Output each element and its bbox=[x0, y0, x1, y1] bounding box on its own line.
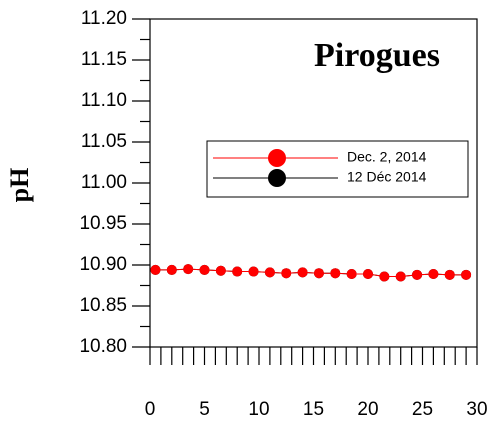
data-point bbox=[412, 269, 423, 280]
x-tick-label: 25 bbox=[412, 399, 433, 420]
data-point bbox=[346, 269, 357, 280]
y-tick-label: 10.90 bbox=[79, 254, 127, 275]
y-tick-label: 11.20 bbox=[81, 8, 127, 29]
x-tick-label: 5 bbox=[199, 399, 210, 420]
data-point bbox=[379, 271, 390, 282]
legend-marker bbox=[268, 169, 286, 187]
y-tick-label: 11.05 bbox=[81, 131, 127, 152]
data-point bbox=[232, 266, 243, 277]
data-point bbox=[150, 264, 161, 275]
data-point bbox=[330, 268, 341, 279]
data-point bbox=[248, 266, 259, 277]
y-axis-label: pH bbox=[5, 168, 34, 203]
chart-title: Pirogues bbox=[314, 37, 440, 74]
data-point bbox=[297, 267, 308, 278]
x-tick-label: 0 bbox=[145, 399, 156, 420]
y-tick-label: 10.80 bbox=[79, 336, 127, 357]
data-point bbox=[199, 264, 210, 275]
y-tick-label: 10.95 bbox=[79, 213, 127, 234]
data-point bbox=[428, 269, 439, 280]
x-tick-label: 30 bbox=[466, 399, 487, 420]
x-tick-label: 20 bbox=[357, 399, 378, 420]
data-point bbox=[313, 268, 324, 279]
x-tick-label: 10 bbox=[248, 399, 269, 420]
legend-label: Dec. 2, 2014 bbox=[347, 149, 427, 165]
data-point bbox=[444, 269, 455, 280]
y-tick-label: 11.00 bbox=[81, 172, 127, 193]
y-tick-label: 11.10 bbox=[81, 90, 127, 111]
y-tick-label: 11.15 bbox=[81, 49, 127, 70]
data-point bbox=[461, 269, 472, 280]
data-point bbox=[395, 271, 406, 282]
legend bbox=[206, 140, 469, 198]
legend-marker bbox=[268, 149, 286, 167]
data-point bbox=[281, 268, 292, 279]
data-point bbox=[166, 264, 177, 275]
data-point bbox=[215, 265, 226, 276]
data-point bbox=[363, 269, 373, 280]
data-point bbox=[183, 264, 194, 275]
legend-label: 12 Déc 2014 bbox=[347, 169, 427, 185]
x-tick-label: 15 bbox=[303, 399, 324, 420]
data-point bbox=[264, 267, 275, 278]
y-tick-label: 10.85 bbox=[79, 295, 127, 316]
